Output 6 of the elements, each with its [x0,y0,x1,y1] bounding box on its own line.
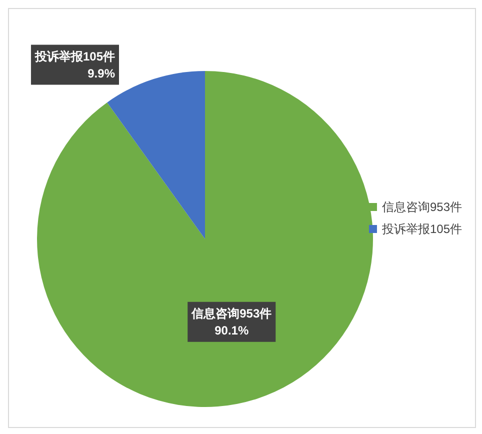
legend-label: 投诉举报105件 [380,222,462,236]
slice-label: 信息咨询953件 [190,306,272,320]
slice-label: 投诉举报105件 [34,49,115,64]
legend-label: 信息咨询953件 [382,200,462,214]
data-label: 90.1% [214,323,249,338]
data-label: 9.9% [88,66,116,80]
